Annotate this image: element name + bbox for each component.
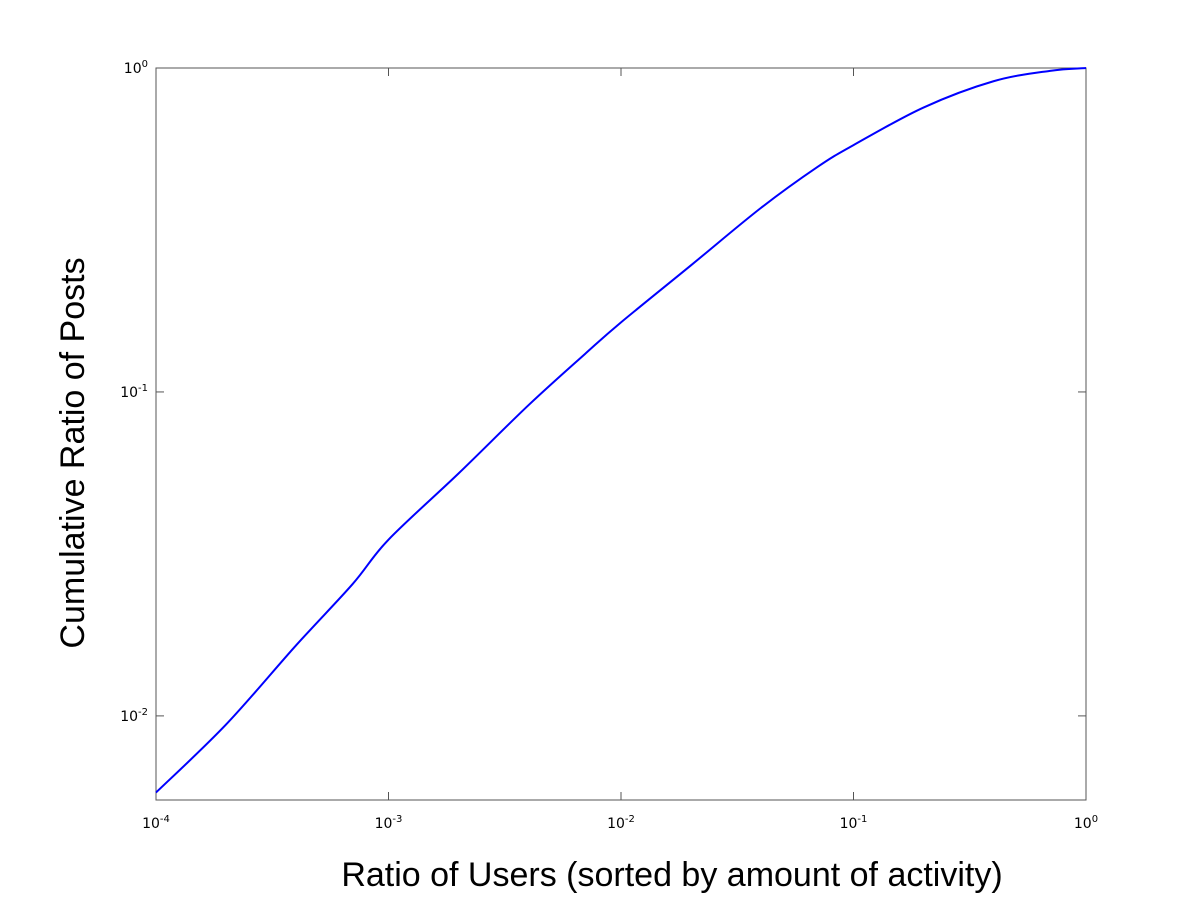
- plot-frame: [155, 67, 1087, 801]
- x-tick-label: 10-3: [375, 814, 403, 832]
- x-tick-label: 10-2: [607, 814, 635, 832]
- y-tick-label: 10-2: [120, 707, 148, 725]
- tick-labels: 10-4 10-3 10-2 10-1 100 10-2 10-1 100: [120, 59, 1098, 832]
- y-tick-label: 10-1: [120, 383, 148, 401]
- series-layer: [155, 67, 1087, 794]
- series-line: [155, 67, 1087, 794]
- tick-marks: [155, 67, 1087, 800]
- y-tick-label: 100: [124, 59, 148, 77]
- x-axis-title: Ratio of Users (sorted by amount of acti…: [341, 856, 1002, 894]
- x-tick-label: 100: [1074, 814, 1098, 832]
- x-tick-label: 10-1: [840, 814, 868, 832]
- y-axis-title: Cumulative Ratio of Posts: [54, 257, 92, 648]
- x-tick-label: 10-4: [142, 814, 170, 832]
